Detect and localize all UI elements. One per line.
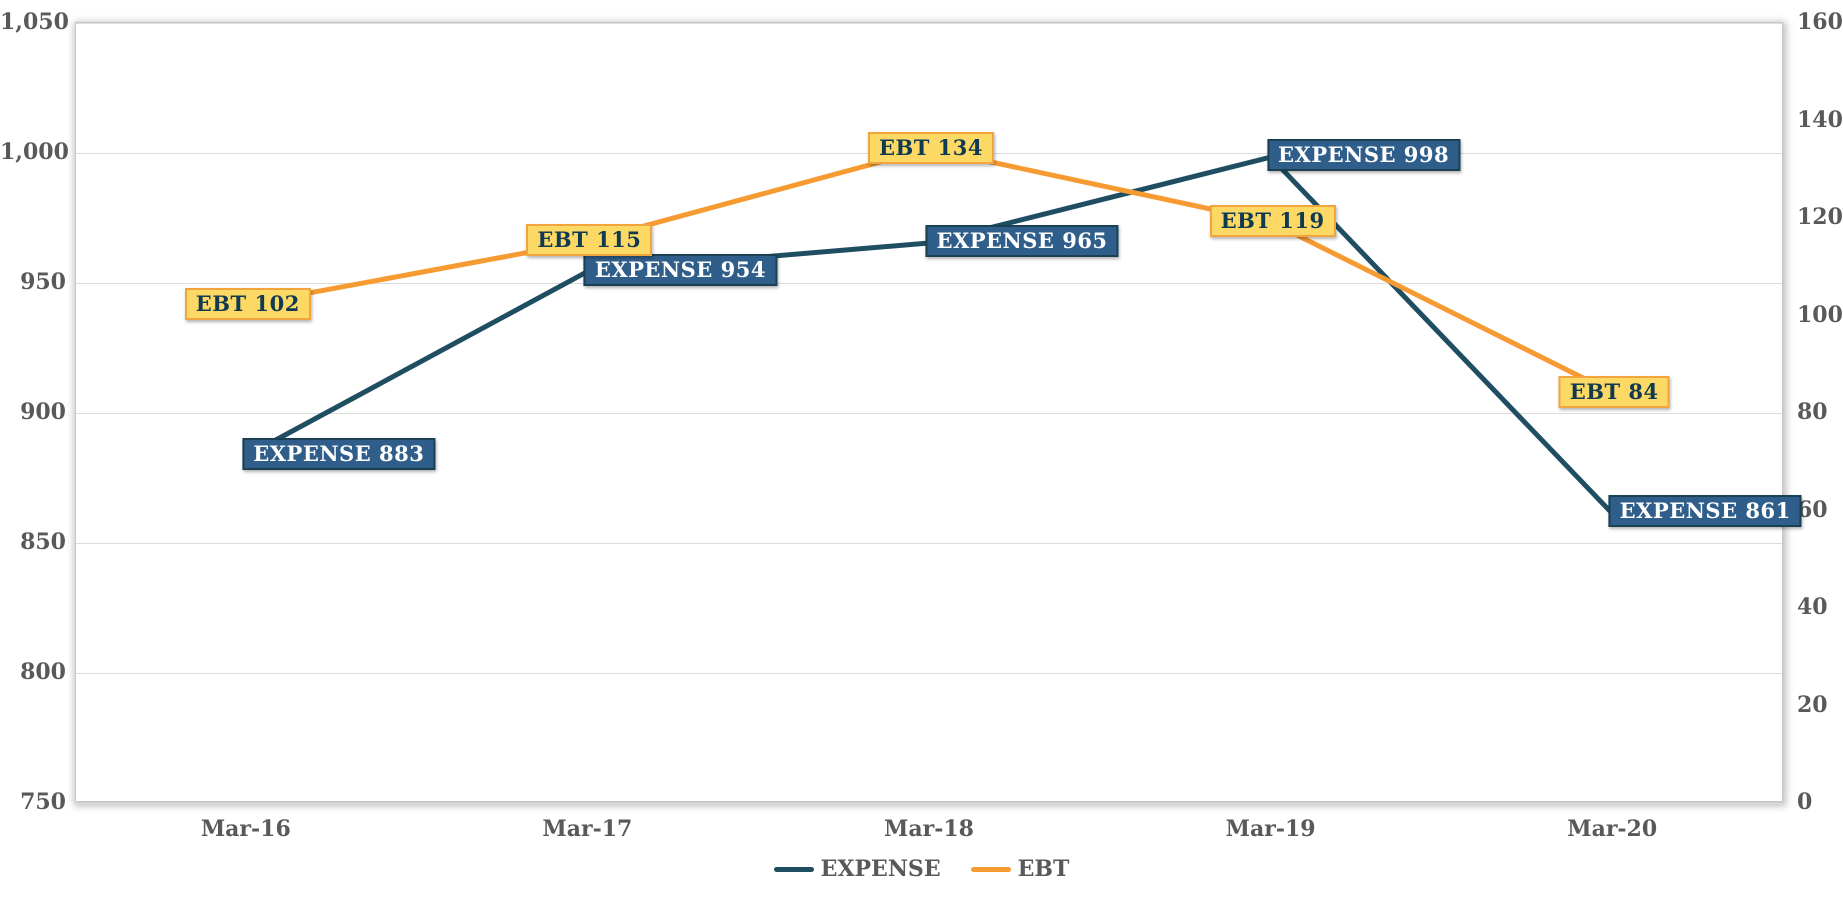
- gridline: [76, 22, 1782, 24]
- ebt-data-label: EBT 102: [184, 287, 311, 320]
- gridline: [76, 542, 1782, 544]
- y-axis-right-tick-label: 80: [1797, 399, 1828, 425]
- legend-item-label: EXPENSE: [820, 856, 941, 882]
- y-axis-right-tick-label: 0: [1797, 789, 1813, 815]
- expense-data-label: EXPENSE 861: [1608, 495, 1802, 528]
- gridline: [76, 282, 1782, 284]
- y-axis-right-tick-label: 40: [1797, 594, 1828, 620]
- x-axis-tick-label: Mar-19: [1225, 816, 1316, 842]
- expense-data-label: EXPENSE 883: [242, 438, 436, 471]
- y-axis-right-tick-label: 60: [1797, 496, 1828, 523]
- x-axis-tick-label: Mar-20: [1567, 816, 1658, 842]
- y-axis-right-tick-label: 120: [1797, 204, 1843, 230]
- expense-data-label: EXPENSE 965: [925, 225, 1119, 257]
- y-axis-left-tick-label: 1,000: [0, 139, 69, 165]
- legend-item-label: EBT: [1017, 856, 1070, 882]
- y-axis-left-tick-label: 1,050: [0, 9, 69, 35]
- y-axis-right-tick-label: 160: [1797, 9, 1843, 35]
- legend: EXPENSE EBT: [0, 856, 1843, 882]
- y-axis-left-tick-label: 750: [20, 789, 66, 815]
- y-axis-left-tick-label: 850: [20, 529, 66, 555]
- expense-legend-swatch-icon: [773, 866, 814, 872]
- ebt-data-label: EBT 84: [1558, 375, 1670, 408]
- y-axis-left-tick-label: 950: [20, 269, 66, 295]
- ebt-legend-swatch-icon: [970, 866, 1011, 872]
- legend-item-ebt: EBT: [970, 856, 1070, 882]
- ebt-data-label: EBT 115: [526, 224, 653, 257]
- y-axis-right-tick-label: 140: [1797, 106, 1843, 133]
- x-axis-tick-label: Mar-17: [542, 816, 633, 842]
- y-axis-left-tick-label: 900: [20, 399, 66, 425]
- y-axis-right-tick-label: 20: [1797, 691, 1828, 718]
- x-axis-tick-label: Mar-18: [884, 816, 974, 842]
- legend-item-expense: EXPENSE: [773, 856, 941, 882]
- gridline: [76, 672, 1782, 674]
- expense-data-label: EXPENSE 954: [583, 253, 777, 286]
- ebt-data-label: EBT 119: [1209, 204, 1336, 237]
- gridline: [76, 412, 1782, 414]
- ebt-data-label: EBT 134: [867, 131, 995, 164]
- x-axis-tick-label: Mar-16: [200, 816, 291, 842]
- gridline: [76, 802, 1782, 804]
- y-axis-left-tick-label: 800: [20, 659, 66, 685]
- expense-data-label: EXPENSE 998: [1267, 139, 1461, 172]
- y-axis-right-tick-label: 100: [1797, 301, 1843, 328]
